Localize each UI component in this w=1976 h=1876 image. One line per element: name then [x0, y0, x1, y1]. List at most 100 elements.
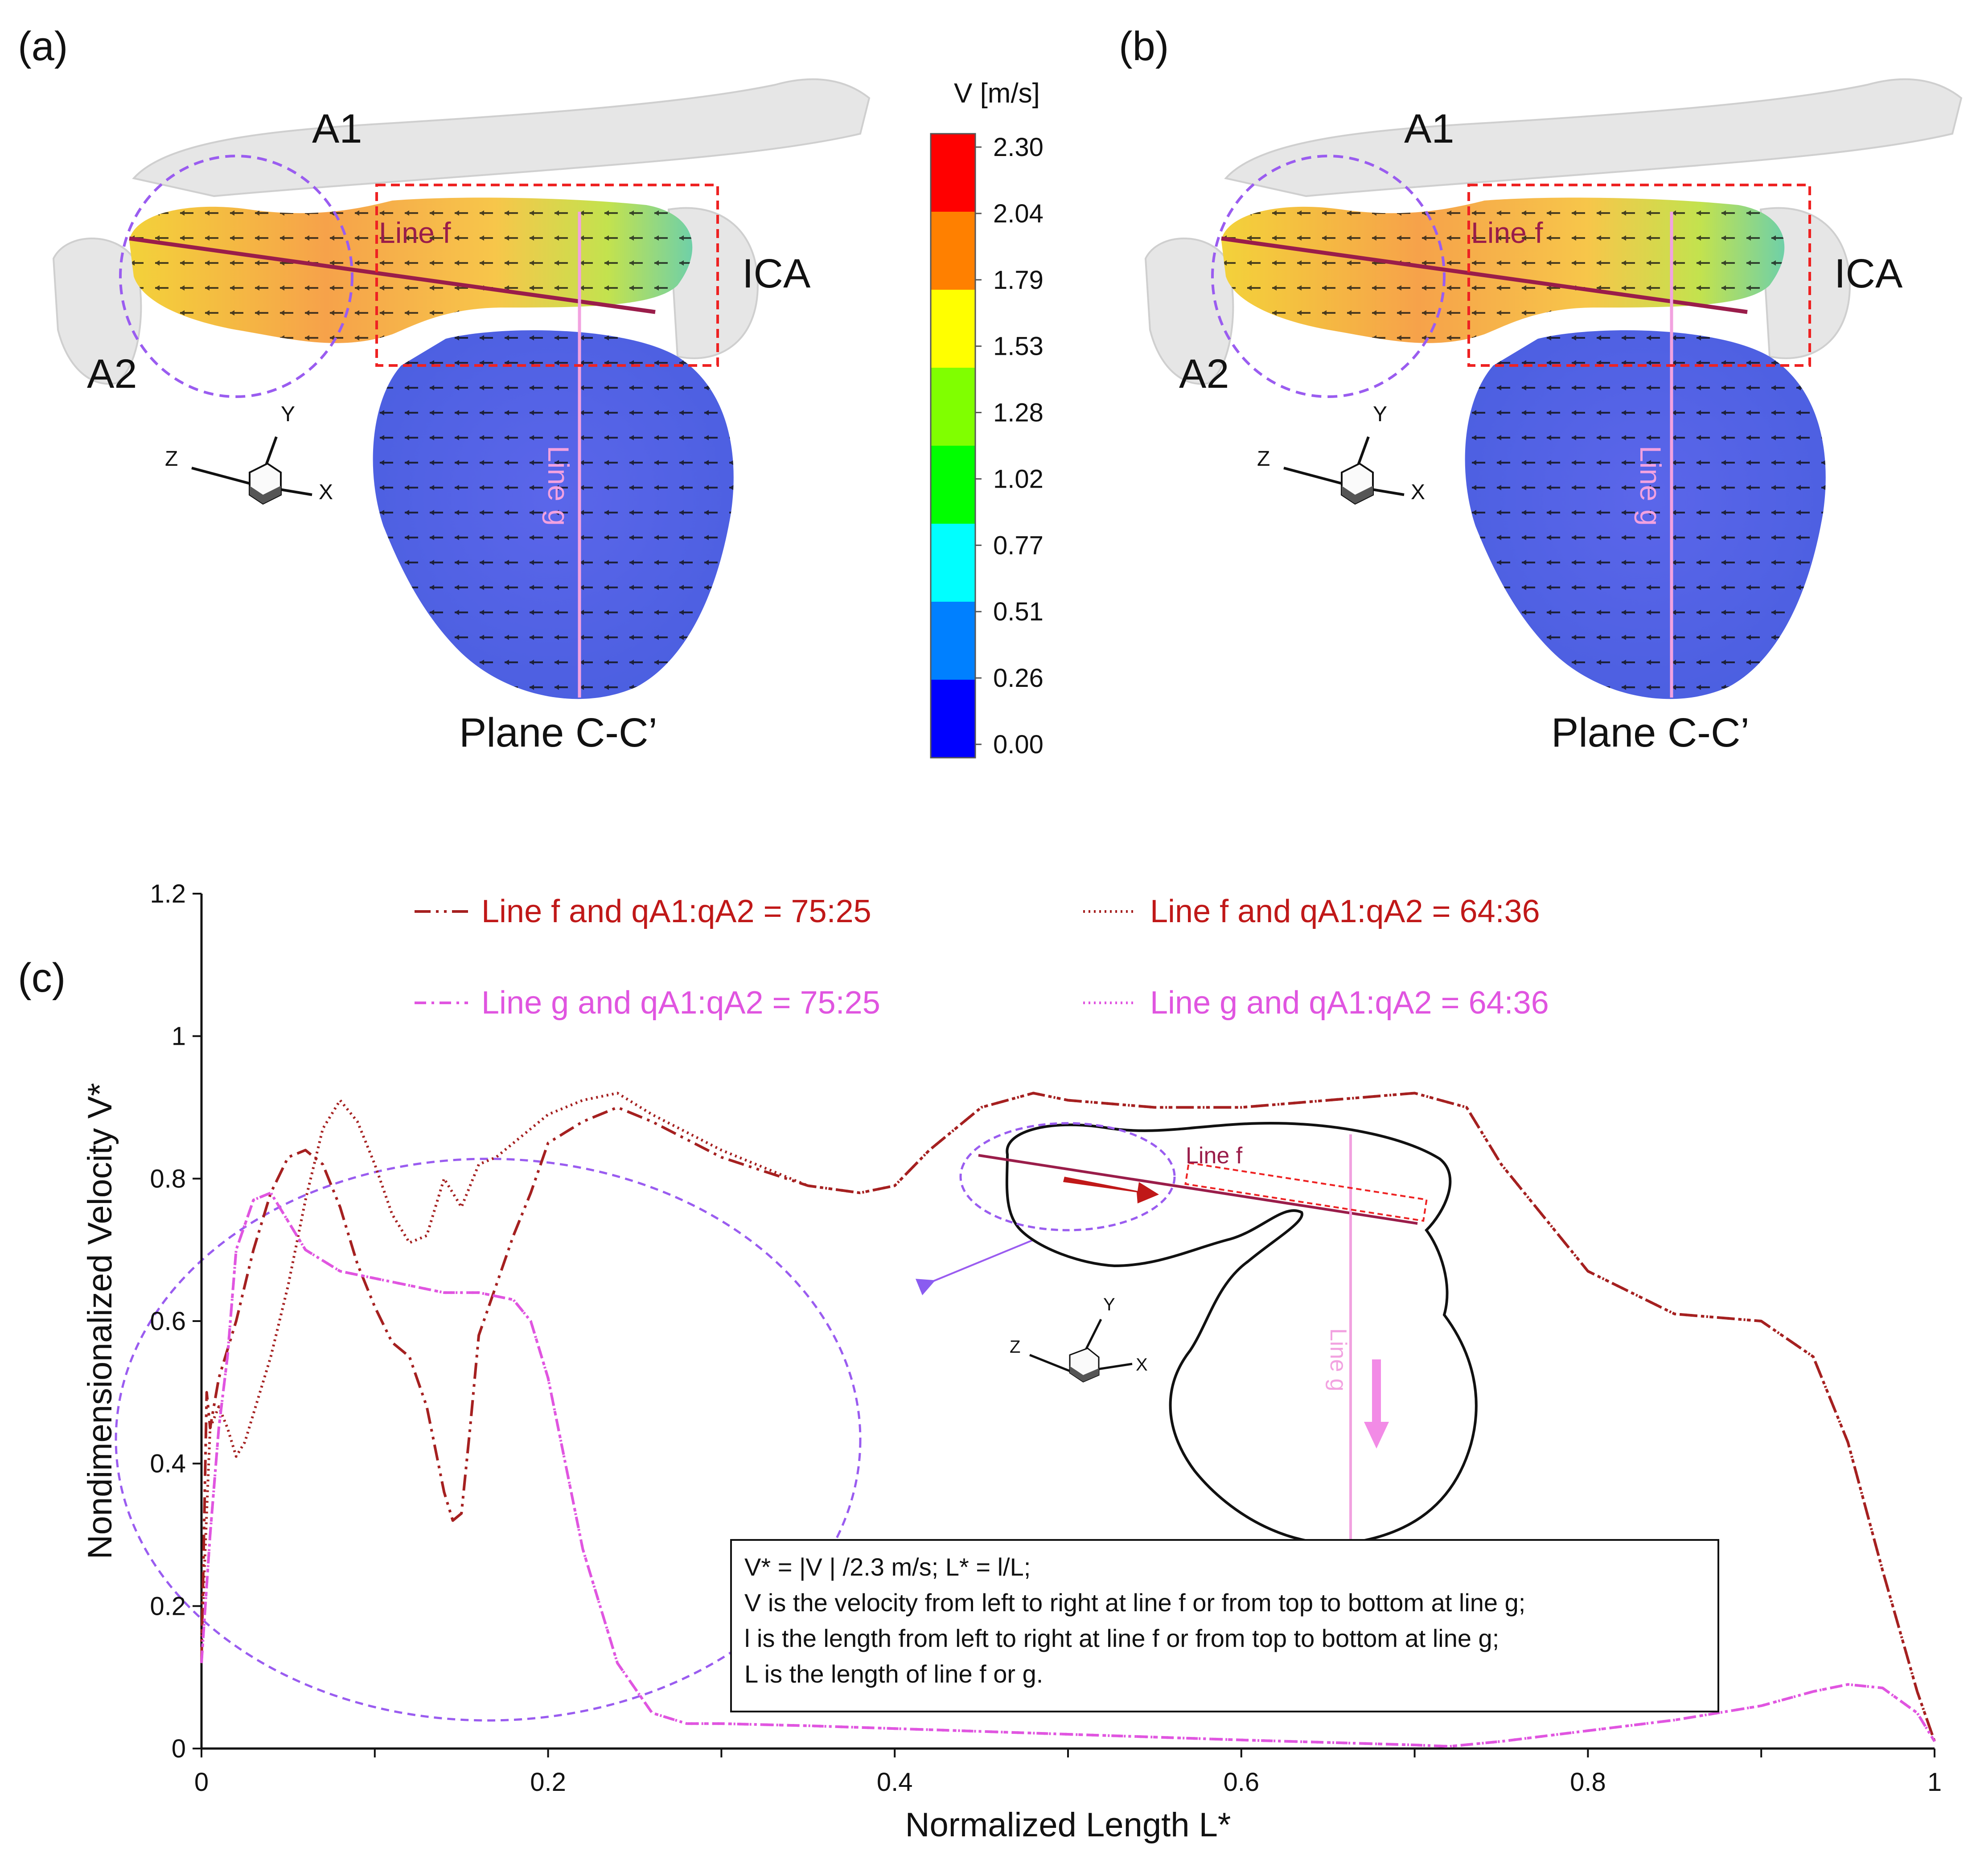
legend: Line f and qA1:qA2 = 75:25 Line f and qA1… [415, 894, 1549, 1021]
y-tick-label-2: 0.4 [150, 1449, 186, 1478]
colorbar-band-5 [931, 524, 975, 602]
label-line-f-b: Line f [1471, 216, 1543, 249]
panel-label-a: (a) [18, 24, 68, 69]
note-line-2: V is the velocity from left to right at … [744, 1589, 1525, 1617]
inset-schematic: Line f Line g Z Y X [959, 1121, 1478, 1545]
x-tick-label-8: 0.8 [1570, 1768, 1606, 1797]
colorbar-tick-label-0: 2.30 [993, 133, 1043, 162]
colorbar-band-6 [931, 602, 975, 680]
colorbar-tick-label-4: 1.28 [993, 398, 1043, 427]
panel-c: (c) 0 0.2 0.4 0.6 0.8 1 0 0.2 0.4 0.6 0.8 1 1.2 Nor… [18, 879, 1942, 1844]
line-f-b [1221, 236, 1748, 314]
note-line-4: L is the length of line f or g. [744, 1660, 1043, 1688]
inset-line-f [978, 1154, 1418, 1225]
panel-a: (a) A1 A2 ICA Line f Line g Plane C-C’ Z [18, 24, 871, 755]
label-ica-a: ICA [742, 251, 811, 296]
vessel-shell-b [1224, 78, 1963, 197]
note-box-frame [730, 1539, 1719, 1712]
colorbar-tick-label-7: 0.51 [993, 597, 1043, 626]
x-tick-label-0: 0 [194, 1768, 209, 1797]
line-f-a [129, 236, 656, 314]
inset-arrow-g [1364, 1359, 1389, 1449]
axis-y-a: Y [281, 402, 295, 426]
inset-axis-x: X [1136, 1355, 1148, 1375]
y-tick-label-0: 0 [172, 1734, 186, 1763]
panel-b: (b) A1 A2 ICA Line f Line g Plane C-C’ Z… [1119, 24, 1963, 755]
x-tick-label-6: 0.6 [1223, 1768, 1259, 1797]
colorbar-band-1 [931, 212, 975, 290]
y-tick-label-6: 1.2 [150, 879, 186, 908]
region-box-a [375, 184, 719, 367]
inset-label-line-f: Line f [1186, 1143, 1243, 1169]
label-a2-a: A2 [87, 351, 137, 397]
colorbar-ticks: 2.30 2.04 1.79 1.53 1.28 1.02 0.77 0.51 0.26 0.00 [975, 133, 1043, 759]
label-line-f-a: Line f [379, 216, 451, 249]
chart-region-ellipse [115, 1158, 862, 1722]
y-tick-label-5: 1 [172, 1022, 186, 1051]
axis-x-a: X [319, 480, 333, 504]
axis-triad-b: Z Y X [1257, 402, 1425, 505]
colorbar-title: V [m/s] [954, 78, 1040, 109]
panel-label-b: (b) [1119, 24, 1169, 69]
note-line-3: l is the length from left to right at li… [744, 1624, 1499, 1652]
colorbar-band-0 [931, 134, 975, 212]
note-line-1: V* = |V | /2.3 m/s; L* = l/L; [744, 1553, 1031, 1581]
colorbar-band-3 [931, 368, 975, 446]
inset-label-line-g: Line g [1325, 1328, 1351, 1392]
legend-label-3: Line g and qA1:qA2 = 64:36 [1150, 985, 1549, 1021]
colorbar-band-2 [931, 290, 975, 368]
x-tick-label-2: 0.2 [530, 1768, 566, 1797]
label-a2-b: A2 [1179, 351, 1229, 397]
legend-label-2: Line g and qA1:qA2 = 75:25 [481, 985, 880, 1021]
x-axis-label: Normalized Length L* [905, 1806, 1231, 1844]
colorbar-band-7 [931, 680, 975, 758]
colorbar-frame [930, 133, 976, 759]
axis-triad-a: Z Y X [165, 402, 333, 505]
colorbar-band-4 [931, 446, 975, 524]
y-tick-label-4: 0.8 [150, 1164, 186, 1193]
legend-label-0: Line f and qA1:qA2 = 75:25 [481, 894, 871, 929]
label-a1-a: A1 [312, 106, 362, 152]
series-line-2 [200, 1191, 1936, 1748]
series-group [200, 1092, 1936, 1748]
inset-outline [1005, 1121, 1478, 1545]
inset-axis-z: Z [1010, 1337, 1020, 1357]
axis-z-a: Z [165, 447, 178, 471]
inset-region-circle [959, 1122, 1176, 1232]
y-tick-label-1: 0.2 [150, 1592, 186, 1621]
aneurysm-flow-b [1465, 330, 1826, 699]
region-circle-b [1211, 155, 1446, 398]
axis-z-b: Z [1257, 447, 1270, 471]
legend-label-1: Line f and qA1:qA2 = 64:36 [1150, 894, 1540, 929]
x-tick-label-10: 1 [1927, 1768, 1942, 1797]
region-circle-a [119, 155, 353, 398]
x-tick-label-4: 0.4 [877, 1768, 913, 1797]
label-line-g-a: Line g [542, 446, 575, 526]
colorbar-tick-label-6: 0.77 [993, 531, 1043, 560]
colorbar-tick-label-1: 2.04 [993, 199, 1043, 228]
colorbar-tick-label-2: 1.79 [993, 266, 1043, 295]
label-ica-b: ICA [1834, 251, 1903, 296]
y-ticks: 0 0.2 0.4 0.6 0.8 1 1.2 [150, 879, 201, 1763]
aneurysm-flow-a [373, 330, 734, 699]
note-box: V* = |V | /2.3 m/s; L* = l/L; V is the v… [730, 1539, 1719, 1712]
flow-arrows-b [1221, 197, 1785, 343]
y-axis-label: Nondimensionalized Velocity V* [81, 1083, 119, 1560]
label-line-g-b: Line g [1634, 446, 1667, 526]
vessel-shell-a [132, 78, 871, 197]
colorbar-tick-label-3: 1.53 [993, 332, 1043, 361]
inset-axis-triad: Z Y X [1010, 1295, 1148, 1383]
flow-arrows-a [129, 197, 693, 343]
colorbar-bands [931, 134, 975, 758]
region-box-b [1467, 184, 1811, 367]
colorbar-tick-label-9: 0.00 [993, 730, 1043, 759]
x-ticks: 0 0.2 0.4 0.6 0.8 1 [194, 1749, 1942, 1797]
panel-label-c: (c) [18, 955, 66, 1001]
colorbar: V [m/s] 2.30 2.04 1.79 1.53 1.28 1.02 0.77 0.51… [930, 78, 1043, 759]
label-plane-b: Plane C-C’ [1551, 710, 1750, 755]
y-tick-label-3: 0.6 [150, 1307, 186, 1336]
inset-axis-y: Y [1103, 1295, 1115, 1314]
label-a1-b: A1 [1404, 106, 1454, 152]
inset-arrow-f [1063, 1177, 1159, 1203]
colorbar-tick-label-8: 0.26 [993, 664, 1043, 693]
